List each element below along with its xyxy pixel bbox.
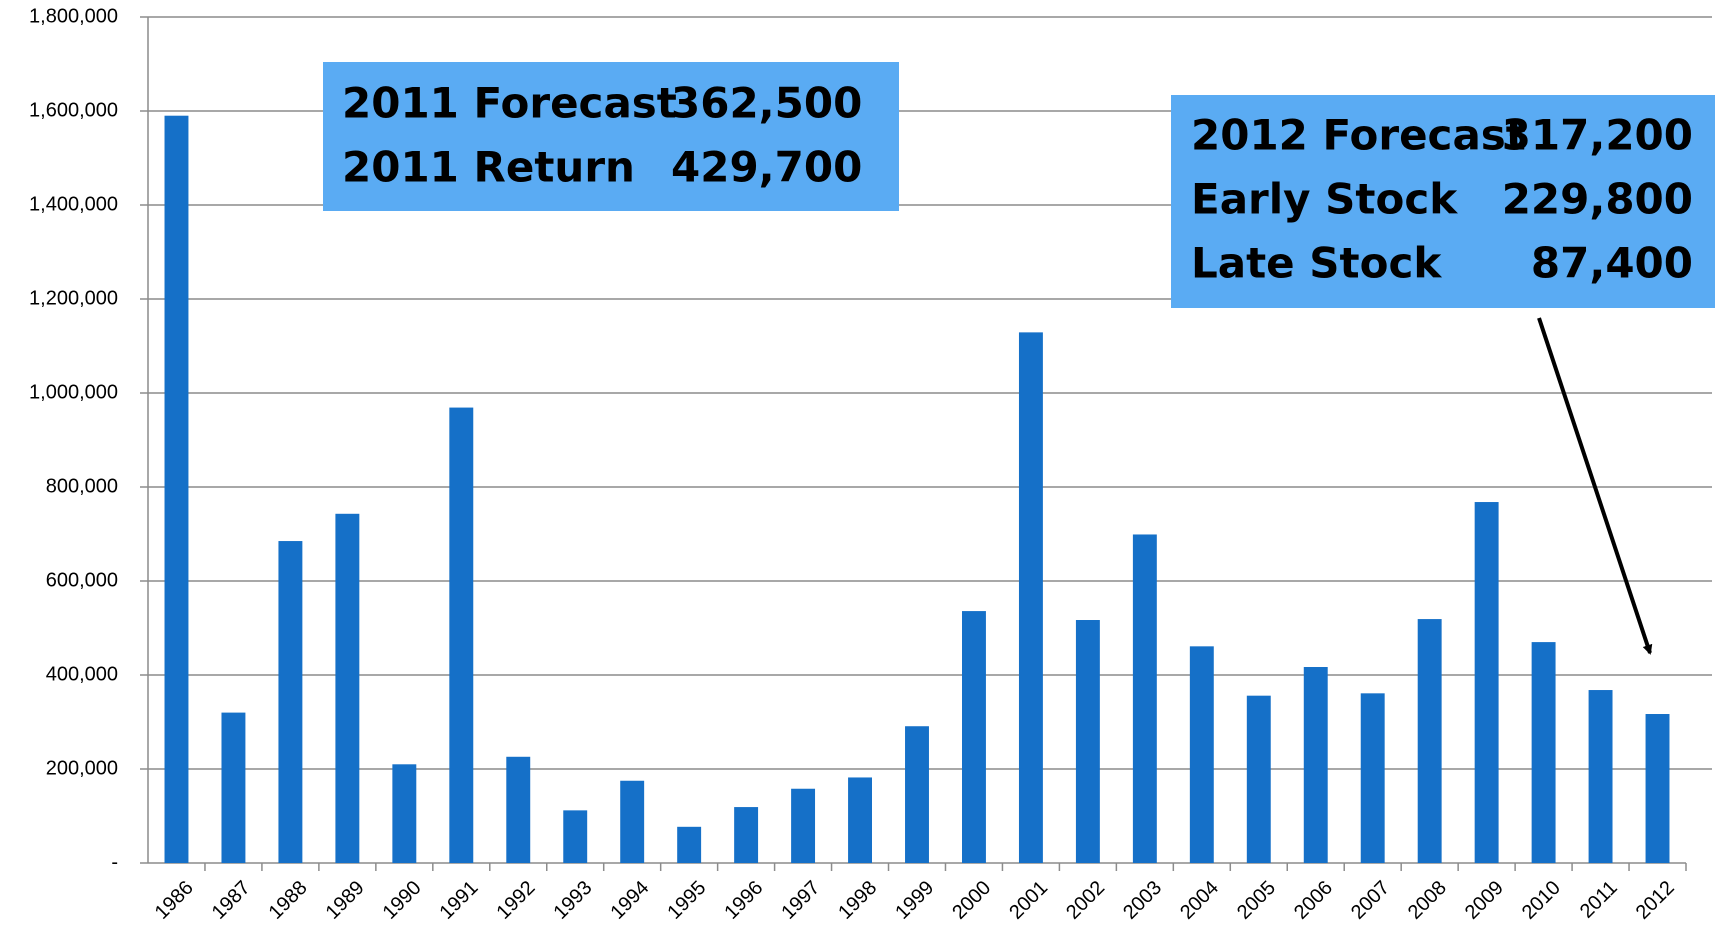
annotation-label: Late Stock [1191, 239, 1442, 288]
annotation-box [323, 62, 899, 211]
bar [905, 726, 929, 863]
bar [677, 826, 702, 863]
y-tick-label: 1,400,000 [29, 193, 118, 215]
x-tick-label: 1996 [720, 877, 767, 924]
x-tick-label: 1999 [891, 877, 938, 924]
x-tick-label: 2004 [1176, 877, 1223, 924]
x-tick-label: 2005 [1233, 877, 1280, 924]
arrow [1537, 317, 1653, 655]
x-tick-label: 1992 [493, 877, 540, 924]
bar [1018, 332, 1043, 863]
annotation-value: 87,400 [1531, 239, 1693, 288]
x-tick-label: 2002 [1062, 877, 1109, 924]
y-tick-label: 1,600,000 [29, 99, 118, 121]
y-tick-label: 400,000 [46, 663, 118, 685]
x-tick-label: 1990 [379, 877, 426, 924]
x-tick-label: 2003 [1119, 877, 1166, 924]
y-tick-label: 800,000 [46, 475, 118, 497]
bar [335, 513, 360, 863]
bar [1645, 714, 1670, 863]
bar [1132, 534, 1157, 863]
bar [1246, 695, 1271, 863]
y-tick-label: 1,000,000 [29, 381, 118, 403]
bar [1303, 667, 1328, 863]
y-tick-label: 1,800,000 [29, 5, 118, 27]
bar [1360, 693, 1385, 863]
annotation-value: 362,500 [671, 79, 862, 128]
x-tick-label: 1998 [834, 877, 881, 924]
bar [848, 777, 872, 863]
y-tick-label: - [111, 851, 118, 873]
annotation-value: 317,200 [1502, 111, 1693, 160]
x-tick-label: 1995 [663, 877, 710, 924]
x-tick-label: 1994 [606, 877, 653, 924]
bar [506, 756, 531, 863]
y-tick-label: 1,200,000 [29, 287, 118, 309]
x-tick-label: 1993 [549, 877, 596, 924]
x-tick-label: 2008 [1404, 877, 1451, 924]
bar [221, 712, 246, 863]
bar [1474, 502, 1499, 863]
annotation-value: 229,800 [1502, 175, 1693, 224]
bar [563, 810, 588, 863]
bar [620, 780, 645, 863]
x-tick-label: 2007 [1347, 877, 1394, 924]
bar [962, 611, 986, 863]
x-tick-label: 1987 [208, 877, 255, 924]
bar [1417, 619, 1442, 863]
x-tick-label: 2006 [1290, 877, 1337, 924]
annotation-value: 429,700 [671, 143, 862, 192]
annotation-label: 2012 Forecast [1191, 111, 1526, 160]
x-tick-label: 2000 [948, 877, 995, 924]
bar [392, 764, 417, 863]
y-tick-label: 200,000 [46, 757, 118, 779]
y-tick-label: 600,000 [46, 569, 118, 591]
annotation-label: 2011 Forecast [342, 79, 677, 128]
x-tick-label: 2010 [1518, 877, 1565, 924]
x-tick-label: 2011 [1576, 877, 1622, 923]
x-tick-label: 1997 [777, 877, 824, 924]
x-tick-label: 1986 [151, 877, 198, 924]
bar [278, 541, 303, 863]
x-tick-label: 2001 [1005, 877, 1052, 924]
annotation-label: Early Stock [1191, 175, 1458, 224]
bar [1189, 646, 1214, 863]
x-tick-label: 1988 [265, 877, 312, 924]
bar [734, 807, 759, 863]
bar [1075, 620, 1100, 863]
annotation-box [1171, 95, 1715, 308]
bar [1531, 642, 1556, 863]
annotation-label: 2011 Return [342, 143, 635, 192]
bar [1588, 690, 1613, 863]
x-tick-label: 2012 [1632, 877, 1679, 924]
bar [164, 115, 189, 863]
x-tick-label: 2009 [1461, 877, 1508, 924]
bar [449, 407, 474, 863]
x-tick-label: 1989 [322, 877, 369, 924]
bar [791, 788, 816, 863]
x-tick-label: 1991 [436, 877, 483, 924]
